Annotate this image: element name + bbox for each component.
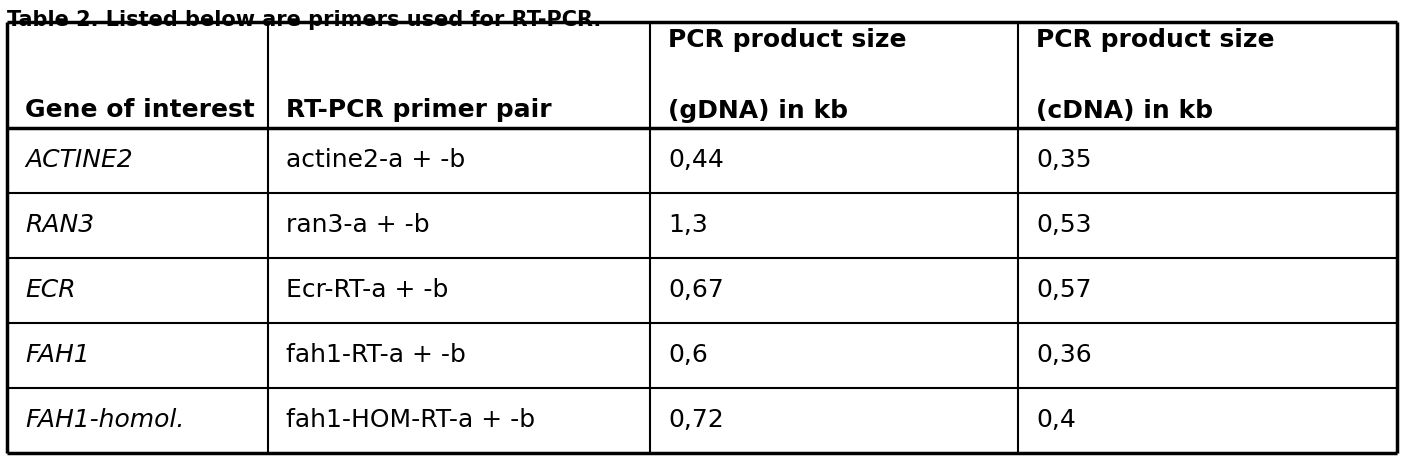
Text: ran3-a + -b: ran3-a + -b [286, 213, 430, 237]
Text: ECR: ECR [25, 278, 76, 302]
Text: FAH1-homol.: FAH1-homol. [25, 409, 185, 432]
Text: 0,72: 0,72 [668, 409, 724, 432]
Text: 0,57: 0,57 [1036, 278, 1092, 302]
Text: 0,35: 0,35 [1036, 148, 1092, 172]
Text: Table 2. Listed below are primers used for RT-PCR.: Table 2. Listed below are primers used f… [7, 10, 601, 30]
Text: actine2-a + -b: actine2-a + -b [286, 148, 465, 172]
Text: Ecr-RT-a + -b: Ecr-RT-a + -b [286, 278, 448, 302]
Text: PCR product size: PCR product size [1036, 28, 1275, 53]
Text: RAN3: RAN3 [25, 213, 94, 237]
Text: RT-PCR primer pair: RT-PCR primer pair [286, 98, 552, 122]
Text: 0,67: 0,67 [668, 278, 724, 302]
Text: 0,53: 0,53 [1036, 213, 1092, 237]
Text: 0,6: 0,6 [668, 344, 708, 367]
Text: Gene of interest: Gene of interest [25, 98, 256, 122]
Text: (gDNA) in kb: (gDNA) in kb [668, 99, 848, 123]
Text: ACTINE2: ACTINE2 [25, 148, 133, 172]
Text: 0,36: 0,36 [1036, 344, 1092, 367]
Text: (cDNA) in kb: (cDNA) in kb [1036, 99, 1213, 123]
Text: FAH1: FAH1 [25, 344, 90, 367]
Text: fah1-RT-a + -b: fah1-RT-a + -b [286, 344, 466, 367]
Text: 1,3: 1,3 [668, 213, 708, 237]
Text: 0,44: 0,44 [668, 148, 724, 172]
Text: PCR product size: PCR product size [668, 28, 907, 53]
Text: 0,4: 0,4 [1036, 409, 1077, 432]
Text: fah1-HOM-RT-a + -b: fah1-HOM-RT-a + -b [286, 409, 535, 432]
